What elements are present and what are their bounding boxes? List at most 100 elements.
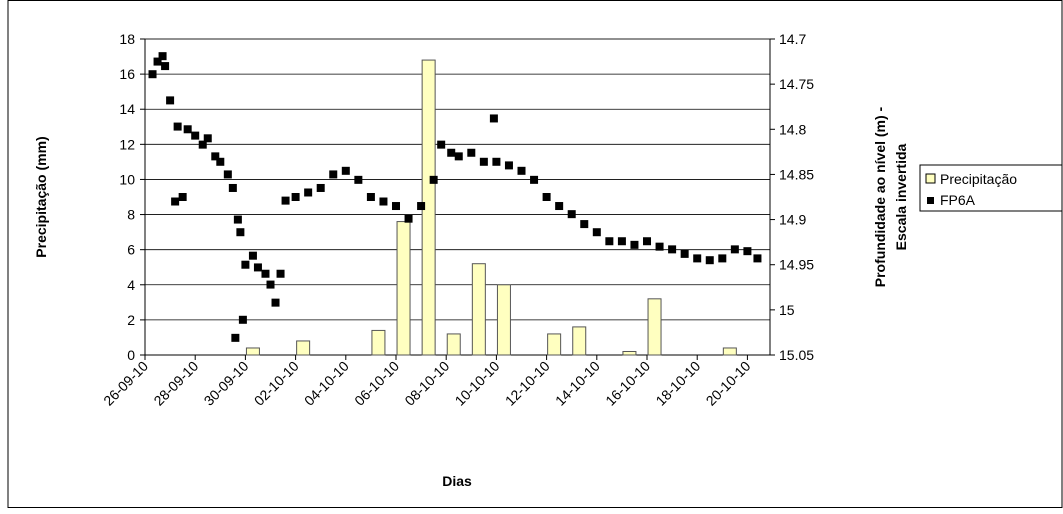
legend-box: [919, 164, 1063, 212]
point: [158, 52, 167, 61]
legend-label: Precipitação: [940, 171, 1017, 187]
point: [291, 193, 300, 201]
point: [191, 131, 200, 140]
y-axis-label: Precipitação (mm): [33, 136, 49, 257]
point: [228, 183, 237, 192]
point: [238, 315, 247, 324]
point: [211, 152, 220, 161]
y2-tick-label: 14.9: [779, 212, 806, 228]
legend-swatch: [927, 197, 934, 204]
point: [366, 193, 375, 201]
point: [223, 170, 232, 179]
point: [281, 196, 290, 205]
point: [236, 228, 245, 237]
y2-tick-label: 14.85: [779, 166, 814, 182]
y-tick-label: 6: [127, 242, 135, 258]
point: [417, 202, 426, 211]
point: [183, 125, 192, 134]
y-tick-label: 8: [127, 207, 135, 223]
point: [266, 280, 275, 289]
point: [668, 245, 677, 254]
point: [504, 161, 513, 170]
bar: [296, 340, 311, 356]
legend-swatch: [925, 173, 936, 184]
y2-axis-label: Escala invertida: [893, 143, 909, 250]
bar: [622, 350, 637, 356]
point: [241, 260, 250, 269]
point: [354, 175, 363, 184]
bar: [647, 298, 662, 356]
point: [479, 157, 488, 166]
y-tick-label: 10: [119, 171, 135, 187]
y-tick-label: 2: [127, 312, 135, 328]
point: [161, 62, 170, 71]
bar: [446, 333, 461, 356]
bar: [496, 284, 511, 356]
x-axis-label: Dias: [442, 473, 472, 489]
point: [429, 175, 438, 184]
point: [437, 140, 446, 149]
y-tick-label: 12: [119, 136, 135, 152]
point: [329, 170, 338, 179]
point: [489, 114, 498, 123]
point: [231, 333, 240, 342]
point: [233, 215, 242, 224]
y2-tick-label: 14.7: [779, 31, 806, 47]
legend-label: FP6A: [940, 192, 976, 208]
point: [379, 197, 388, 206]
point: [171, 197, 180, 206]
y2-tick-label: 15.05: [779, 347, 814, 363]
point: [680, 249, 689, 258]
point: [555, 202, 564, 211]
point: [203, 134, 212, 143]
point: [643, 237, 652, 246]
y-tick-label: 18: [119, 31, 135, 47]
point: [617, 237, 626, 246]
point: [605, 237, 614, 246]
point: [743, 247, 752, 256]
y2-tick-label: 14.8: [779, 121, 806, 137]
point: [166, 96, 175, 105]
bar: [722, 347, 737, 356]
y2-tick-label: 14.95: [779, 257, 814, 273]
y-tick-label: 4: [127, 277, 135, 293]
point: [542, 193, 551, 201]
point: [655, 242, 664, 251]
bar: [572, 326, 587, 356]
y-tick-label: 16: [119, 66, 135, 82]
y-tick-label: 0: [127, 347, 135, 363]
point: [261, 269, 270, 278]
point: [216, 157, 225, 166]
bar: [396, 221, 411, 356]
point: [447, 148, 456, 157]
point: [316, 183, 325, 192]
point: [718, 254, 727, 263]
point: [517, 166, 526, 175]
point: [467, 148, 476, 157]
point: [173, 122, 182, 131]
point: [276, 269, 285, 278]
point: [630, 240, 639, 249]
point: [580, 220, 589, 229]
point: [304, 188, 313, 197]
point: [253, 263, 262, 272]
point: [404, 214, 413, 223]
bar: [547, 333, 562, 356]
point: [454, 152, 463, 161]
point: [153, 57, 162, 66]
point: [693, 254, 702, 263]
point: [592, 228, 601, 237]
y2-tick-label: 14.75: [779, 76, 814, 92]
point: [271, 298, 280, 307]
point: [178, 193, 187, 201]
y-tick-label: 14: [119, 101, 135, 117]
point: [248, 251, 257, 260]
plot-area: [144, 38, 771, 356]
point: [753, 254, 762, 263]
point: [341, 166, 350, 175]
point: [730, 245, 739, 254]
y2-tick-label: 15: [779, 302, 795, 318]
point: [567, 210, 576, 219]
